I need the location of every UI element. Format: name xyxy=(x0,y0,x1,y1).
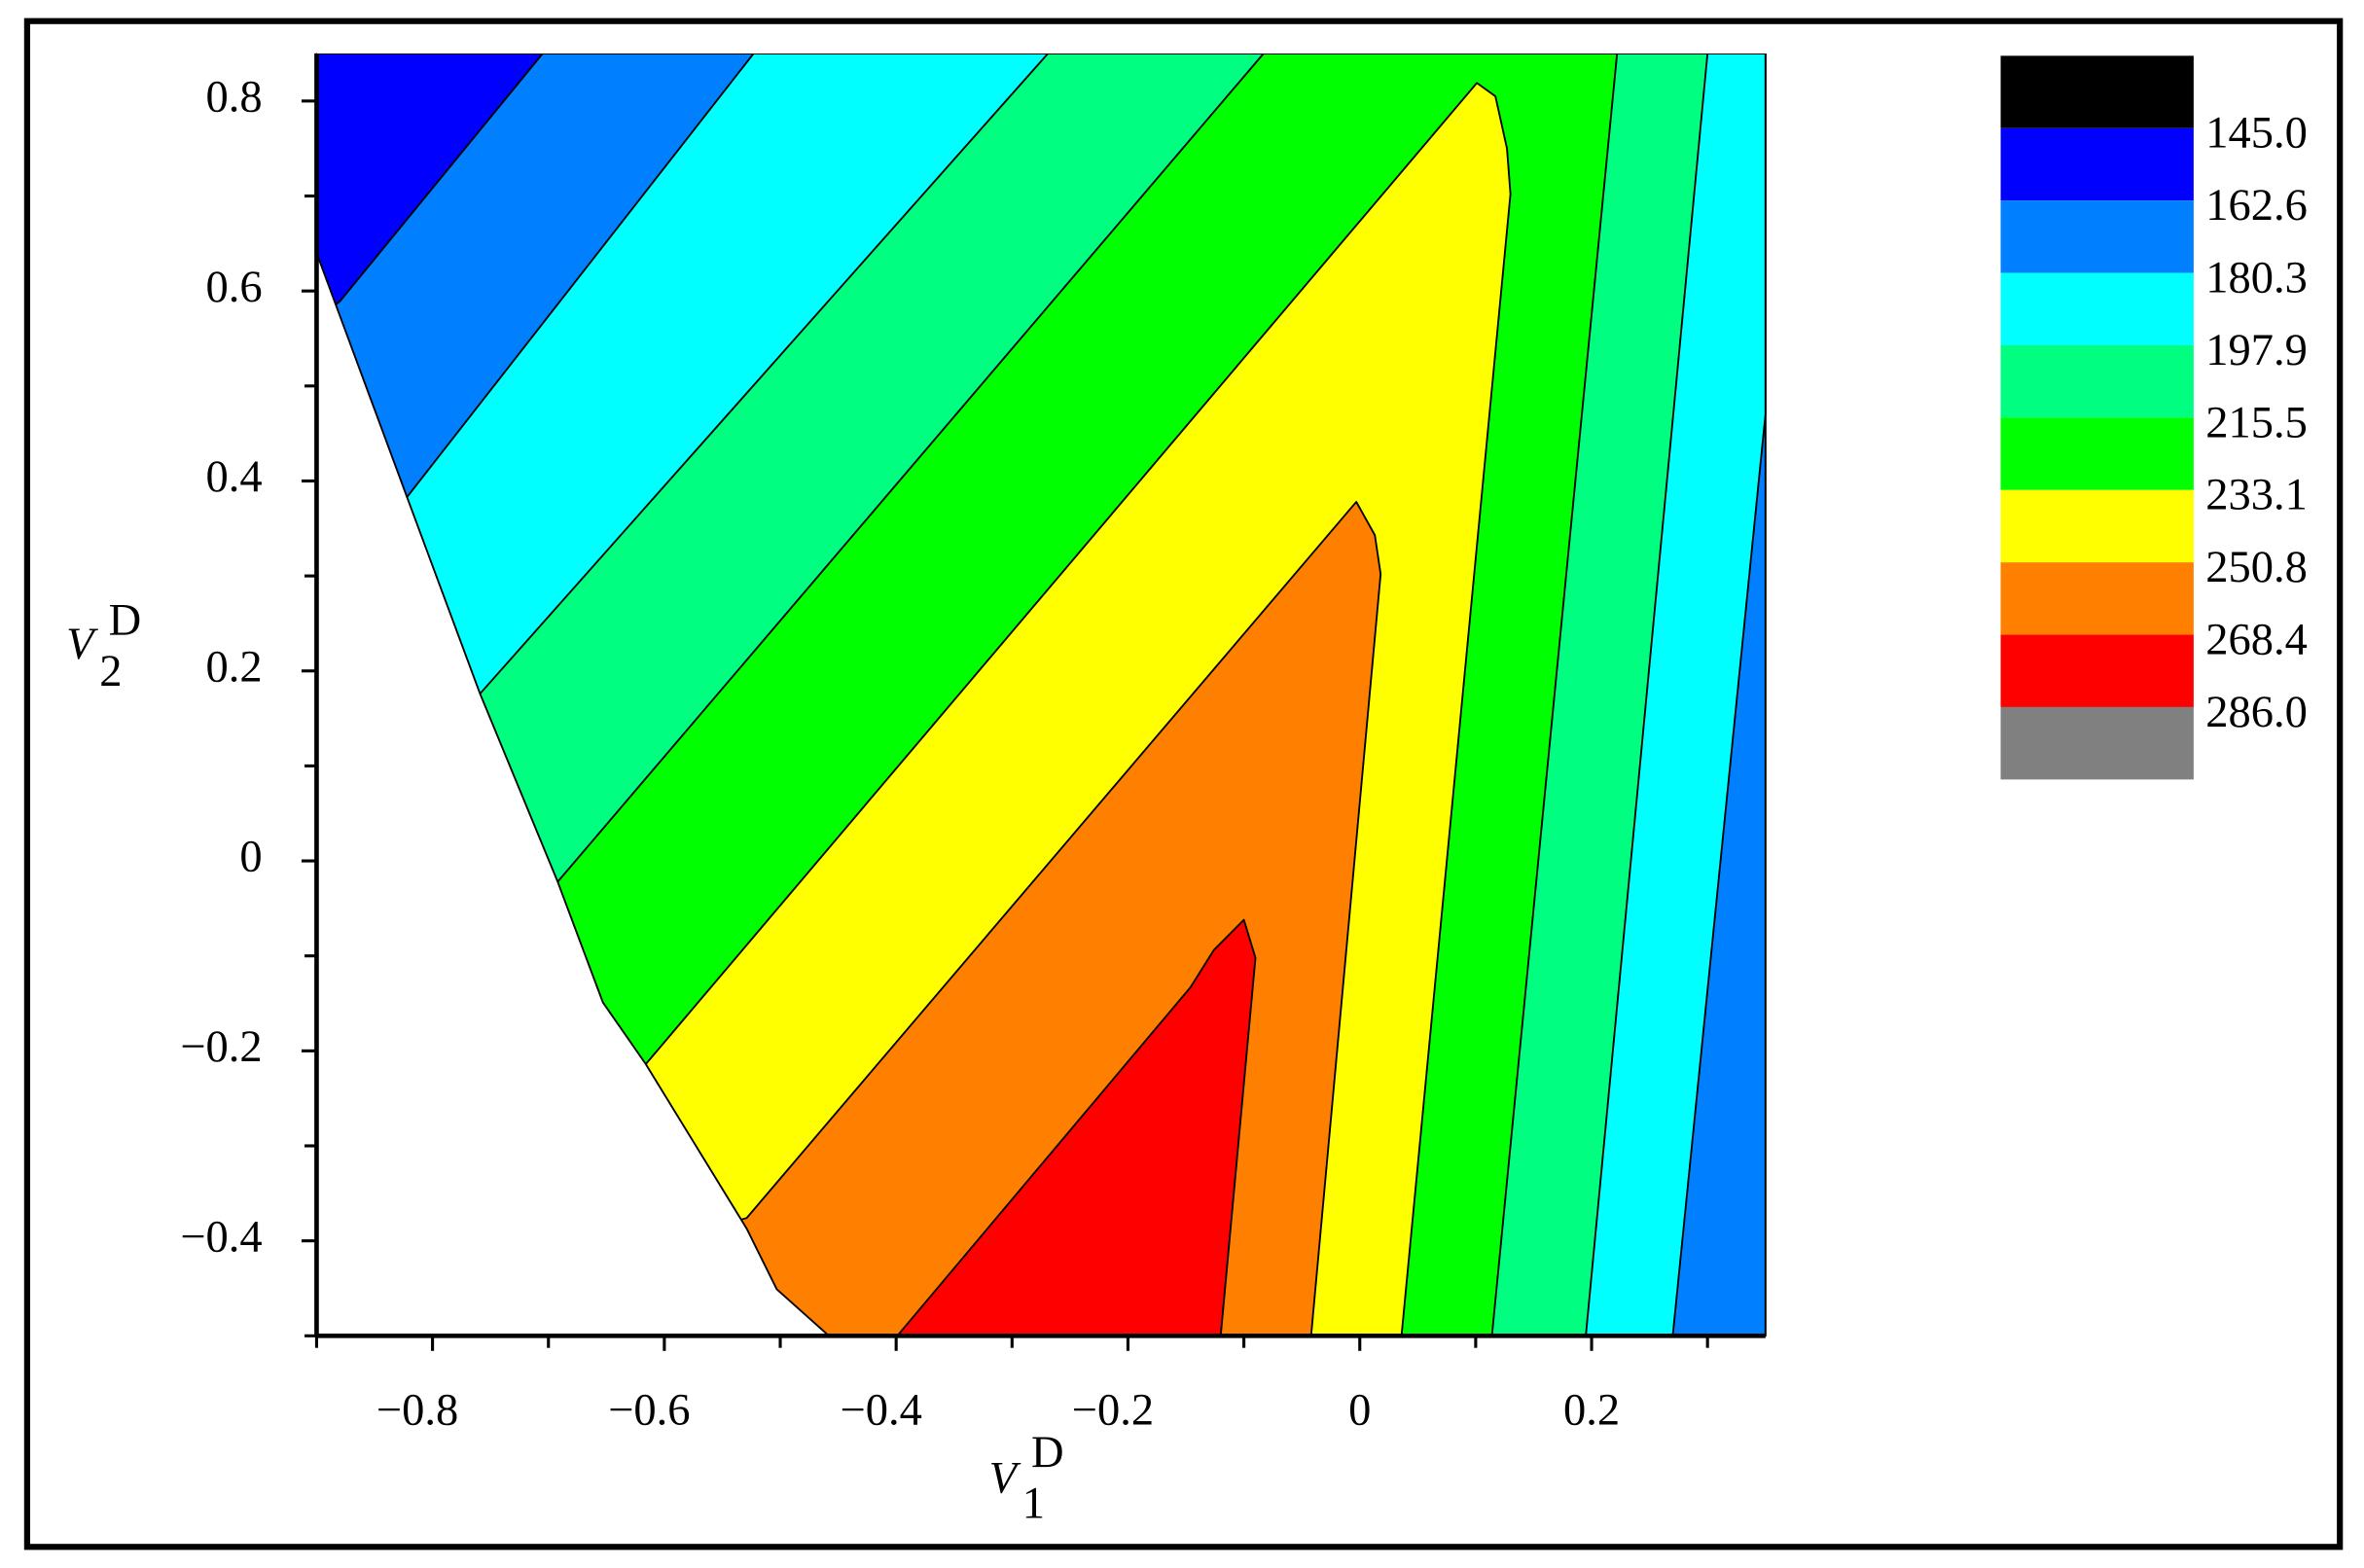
legend-swatch xyxy=(2000,127,2194,201)
legend-label: 233.1 xyxy=(2205,471,2308,520)
x-tick-label: −0.8 xyxy=(376,1386,458,1436)
x-axis-label-sub: 1 xyxy=(1022,1479,1045,1529)
legend-swatch xyxy=(2000,272,2194,345)
x-tick-label: −0.6 xyxy=(608,1386,690,1436)
x-tick-label: −0.4 xyxy=(841,1386,922,1436)
y-axis-label-sup: D xyxy=(109,595,142,645)
x-tick-label: −0.2 xyxy=(1072,1386,1154,1436)
plot-edge-cover xyxy=(316,44,1778,54)
y-tick-label: 0 xyxy=(239,833,262,882)
x-tick-label: 0.2 xyxy=(1563,1386,1620,1436)
plot-area xyxy=(315,44,1778,1337)
legend-swatch xyxy=(2000,417,2194,490)
legend-swatch xyxy=(2000,55,2194,128)
legend-swatch xyxy=(2000,344,2194,418)
y-tick-label: 0.6 xyxy=(206,263,263,312)
x-tick-label: 0 xyxy=(1348,1386,1371,1436)
y-axis-label: V xyxy=(66,620,98,669)
legend: 145.0 162.6 180.3 197.9 215.5 233.1 250.8 268.4… xyxy=(2000,55,2308,780)
legend-swatch xyxy=(2000,706,2194,780)
legend-label: 162.6 xyxy=(2205,181,2308,231)
legend-label: 250.8 xyxy=(2205,543,2308,592)
legend-swatch xyxy=(2000,634,2194,707)
y-tick-label: 0.4 xyxy=(206,452,263,502)
legend-swatch xyxy=(2000,200,2194,273)
legend-label: 286.0 xyxy=(2205,688,2308,737)
legend-swatch xyxy=(2000,489,2194,563)
x-axis-label-sup: D xyxy=(1031,1428,1064,1478)
y-tick-label: 0.2 xyxy=(206,642,263,692)
y-tick-label: −0.4 xyxy=(180,1212,262,1262)
y-axis-label-sub: 2 xyxy=(99,647,122,696)
legend-label: 180.3 xyxy=(2205,254,2308,303)
legend-label: 145.0 xyxy=(2205,109,2308,159)
legend-label: 215.5 xyxy=(2205,398,2308,447)
x-axis-label: V xyxy=(989,1453,1021,1503)
legend-label: 268.4 xyxy=(2205,616,2308,665)
y-tick-label: −0.2 xyxy=(180,1022,262,1072)
y-tick-label: 0.8 xyxy=(206,73,263,123)
legend-swatch xyxy=(2000,562,2194,635)
legend-label: 197.9 xyxy=(2205,326,2308,375)
